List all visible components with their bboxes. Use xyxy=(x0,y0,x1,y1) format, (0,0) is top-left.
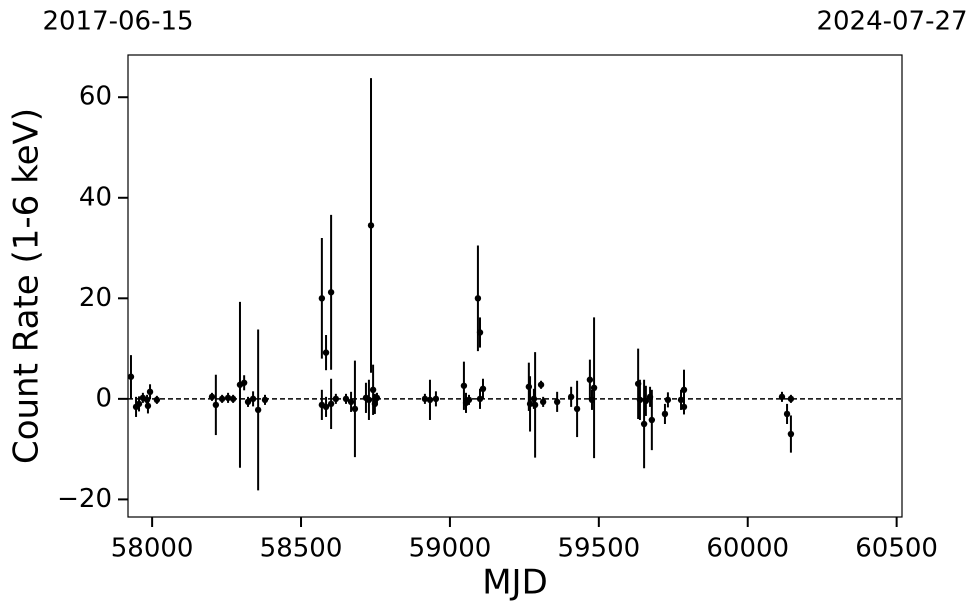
data-point xyxy=(474,295,482,302)
data-point xyxy=(327,289,335,296)
data-point xyxy=(421,395,429,403)
data-point xyxy=(465,396,473,404)
data-point xyxy=(680,386,688,394)
data-point xyxy=(432,395,440,403)
data-point xyxy=(778,393,786,401)
data-point xyxy=(787,430,795,438)
data-point xyxy=(146,388,154,396)
data-point xyxy=(367,222,375,229)
data-point xyxy=(530,395,538,403)
y-tick-label: −20 xyxy=(57,484,112,514)
data-point xyxy=(642,397,650,405)
data-point xyxy=(783,410,791,418)
data-point xyxy=(373,394,381,402)
y-axis-label: Count Rate (1-6 keV) xyxy=(7,108,47,464)
y-tick-label: 20 xyxy=(79,283,112,313)
data-point xyxy=(539,398,547,406)
data-point xyxy=(347,398,355,406)
top-date-label: 2017-06-15 xyxy=(42,7,193,37)
data-point xyxy=(590,384,598,392)
data-point xyxy=(553,398,561,406)
y-tick-label: 0 xyxy=(95,383,112,413)
data-point xyxy=(143,396,151,404)
data-point xyxy=(229,395,237,403)
data-point xyxy=(640,420,648,428)
x-axis-label: MJD xyxy=(482,563,548,603)
data-point xyxy=(567,393,575,401)
x-tick-label: 58500 xyxy=(260,534,343,564)
x-tick-label: 58000 xyxy=(111,534,194,564)
data-point xyxy=(476,329,484,336)
data-point xyxy=(212,401,220,409)
data-point xyxy=(677,396,685,404)
x-tick-label: 60000 xyxy=(706,534,789,564)
data-point xyxy=(224,394,232,402)
data-point xyxy=(322,403,330,411)
y-tick-label: 40 xyxy=(79,182,112,212)
plot-frame xyxy=(127,54,903,518)
data-point xyxy=(208,393,216,401)
data-point xyxy=(787,395,795,403)
data-point xyxy=(351,405,359,413)
data-point xyxy=(153,396,161,404)
data-point xyxy=(646,393,654,401)
data-point xyxy=(460,382,468,389)
data-point xyxy=(127,373,135,380)
x-tick-label: 60500 xyxy=(855,534,938,564)
data-point xyxy=(240,379,248,386)
data-point xyxy=(531,401,539,409)
data-point xyxy=(588,396,596,404)
data-point xyxy=(144,402,152,410)
data-point xyxy=(476,395,484,403)
data-point xyxy=(327,400,335,408)
data-point xyxy=(254,406,262,414)
data-point xyxy=(135,400,143,408)
data-point xyxy=(369,386,377,394)
data-point xyxy=(648,416,656,424)
data-point xyxy=(636,396,644,404)
x-tick-label: 59500 xyxy=(557,534,640,564)
data-point xyxy=(218,395,226,403)
data-point xyxy=(573,405,581,413)
data-point xyxy=(680,403,688,411)
data-point xyxy=(661,410,669,418)
data-point xyxy=(342,395,350,403)
data-point xyxy=(322,349,330,356)
data-point xyxy=(426,396,434,404)
data-point xyxy=(365,396,373,404)
data-point xyxy=(261,396,269,404)
data-point xyxy=(371,400,379,408)
data-point xyxy=(586,376,594,383)
data-point xyxy=(634,380,642,387)
x-tick-label: 59000 xyxy=(409,534,492,564)
data-point xyxy=(249,395,257,403)
data-point xyxy=(664,396,672,404)
data-point xyxy=(318,295,326,302)
data-point xyxy=(537,381,545,388)
data-point xyxy=(526,400,534,408)
y-tick-label: 60 xyxy=(79,82,112,112)
data-point xyxy=(525,383,533,390)
data-point xyxy=(332,395,340,403)
data-point xyxy=(244,398,252,406)
data-point xyxy=(479,385,487,393)
top-date-label: 2024-07-27 xyxy=(816,7,967,37)
